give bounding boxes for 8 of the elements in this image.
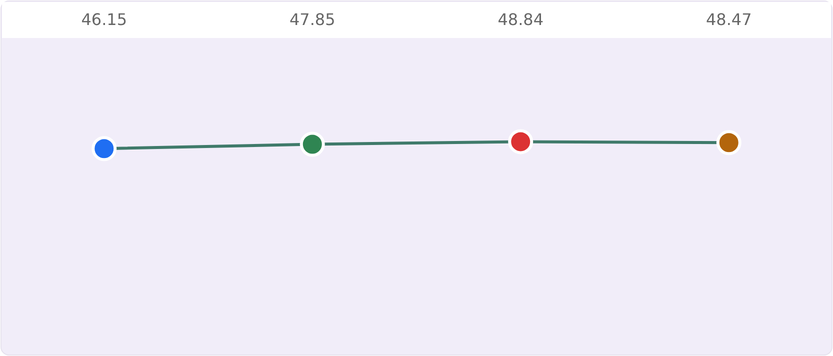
point xyxy=(716,130,742,156)
point xyxy=(300,132,325,157)
data-label: 46.15 xyxy=(81,10,128,29)
data-label: 47.85 xyxy=(289,10,336,29)
data-label: 48.47 xyxy=(706,10,752,29)
point xyxy=(508,129,534,154)
data-label: 48.84 xyxy=(498,10,544,29)
point xyxy=(92,136,117,162)
